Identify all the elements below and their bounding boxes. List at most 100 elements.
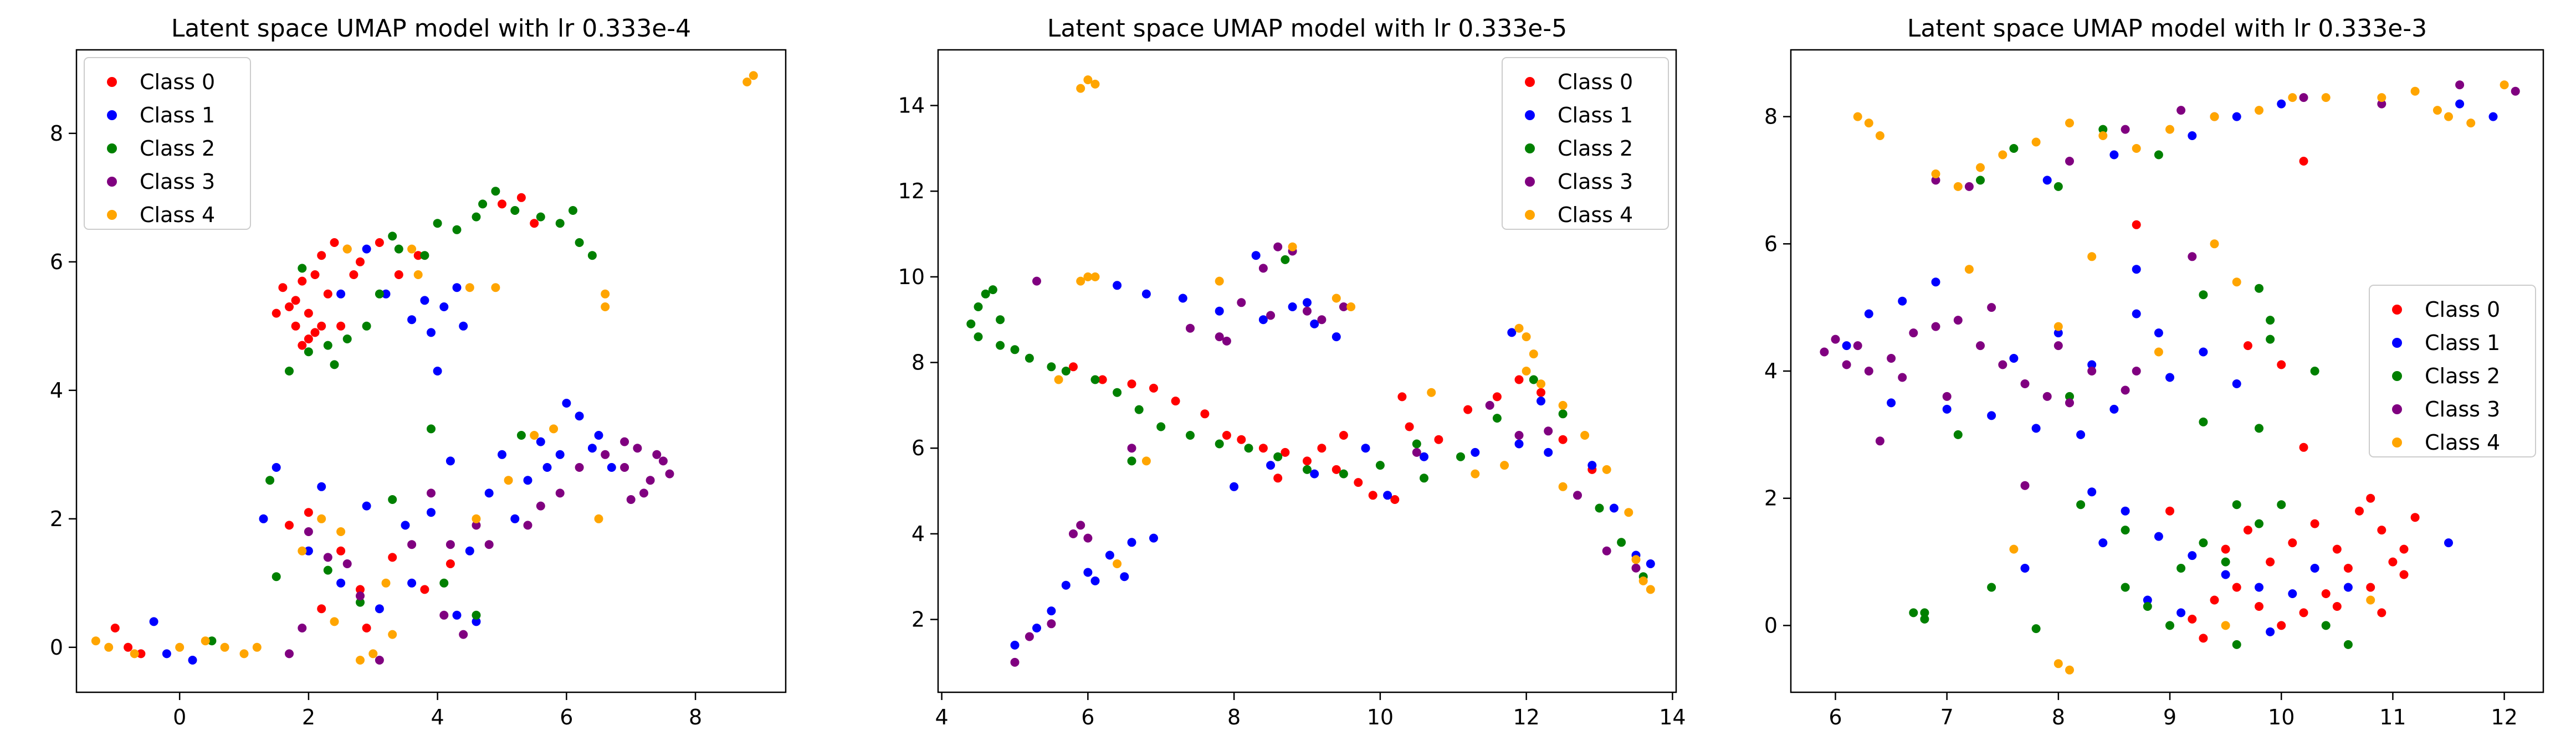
data-point: [1471, 469, 1480, 479]
legend-marker: [1525, 110, 1535, 120]
data-point: [2299, 157, 2308, 166]
data-point: [1251, 251, 1261, 260]
data-point: [1288, 302, 1297, 311]
data-point: [1090, 576, 1100, 585]
data-point: [413, 270, 423, 279]
data-point: [1842, 360, 1851, 369]
data-point: [2332, 544, 2342, 554]
data-point: [1875, 131, 1884, 140]
data-point: [285, 649, 294, 658]
data-point: [510, 206, 520, 215]
data-point: [1463, 405, 1473, 414]
data-point: [1032, 276, 1041, 286]
data-point: [2277, 360, 2286, 369]
data-point: [272, 463, 281, 472]
data-point: [394, 244, 403, 254]
data-point: [1909, 328, 1918, 338]
data-point: [2176, 106, 2186, 115]
data-point: [1587, 461, 1597, 470]
data-point: [2065, 392, 2074, 401]
data-point: [124, 642, 133, 652]
data-point: [1273, 242, 1283, 251]
data-point: [1127, 444, 1136, 453]
legend-marker: [2392, 338, 2402, 348]
data-point: [2009, 144, 2019, 153]
y-tick-label: 2: [1764, 486, 1778, 511]
data-point: [407, 315, 417, 325]
y-tick-label: 8: [1764, 105, 1778, 129]
data-point: [2143, 602, 2152, 611]
data-point: [2053, 659, 2063, 668]
chart-panel-2: Latent space UMAP model with lr 0.333e-5…: [898, 14, 1686, 729]
data-point: [1310, 319, 1319, 328]
data-point: [1953, 182, 1963, 191]
data-point: [523, 521, 532, 530]
data-point: [1200, 409, 1210, 419]
data-point: [2377, 99, 2386, 109]
data-point: [336, 578, 346, 588]
data-point: [2444, 538, 2453, 548]
data-point: [304, 508, 313, 517]
data-point: [1375, 461, 1385, 470]
x-tick-label: 6: [1081, 705, 1094, 729]
data-point: [2009, 544, 2019, 554]
data-point: [2266, 316, 2275, 325]
data-point: [362, 624, 371, 632]
data-point: [388, 231, 397, 241]
series-class-3: [285, 437, 674, 665]
series-class-2: [1909, 125, 2353, 649]
data-point: [2076, 430, 2086, 439]
data-point: [439, 578, 449, 588]
data-point: [149, 617, 158, 626]
data-point: [2121, 385, 2130, 395]
data-point: [587, 444, 597, 453]
data-point: [2132, 144, 2141, 153]
data-point: [323, 289, 332, 299]
data-point: [2266, 557, 2275, 567]
data-point: [2232, 379, 2241, 388]
data-point: [420, 585, 429, 594]
data-point: [1898, 373, 1907, 382]
data-point: [1602, 546, 1611, 555]
data-point: [2031, 624, 2041, 634]
data-point: [2176, 564, 2186, 573]
data-point: [2087, 252, 2097, 261]
data-point: [317, 251, 326, 260]
data-point: [1346, 302, 1356, 311]
data-point: [1514, 375, 1524, 384]
x-tick-label: 9: [2163, 705, 2176, 729]
data-point: [136, 649, 146, 658]
series-class-3: [1820, 80, 2520, 490]
data-point: [652, 450, 662, 459]
legend-marker: [107, 110, 117, 120]
data-point: [336, 289, 346, 299]
data-point: [1303, 298, 1312, 307]
data-point: [1047, 619, 1056, 629]
data-point: [1580, 431, 1590, 440]
data-point: [1083, 568, 1093, 577]
data-point: [2165, 621, 2174, 630]
data-point: [2255, 106, 2263, 115]
data-point: [375, 656, 384, 665]
data-point: [356, 591, 365, 600]
data-point: [2266, 627, 2275, 636]
data-point: [1310, 469, 1319, 479]
x-tick-label: 12: [2491, 705, 2517, 729]
data-point: [523, 476, 532, 485]
data-point: [491, 187, 500, 196]
data-point: [2511, 86, 2520, 96]
data-point: [1339, 302, 1348, 311]
legend: Class 0 Class 1 Class 2 Class 3 Class 4: [1502, 57, 1669, 230]
data-point: [2377, 526, 2386, 535]
data-point: [1258, 444, 1268, 453]
data-point: [298, 546, 307, 555]
data-point: [1258, 264, 1268, 273]
data-point: [2255, 284, 2263, 293]
data-point: [2288, 538, 2297, 548]
data-point: [1061, 367, 1071, 375]
data-point: [1646, 585, 1655, 594]
data-point: [1331, 332, 1341, 342]
data-point: [1303, 306, 1312, 316]
data-point: [2031, 424, 2041, 433]
series-class-4: [1054, 75, 1655, 594]
